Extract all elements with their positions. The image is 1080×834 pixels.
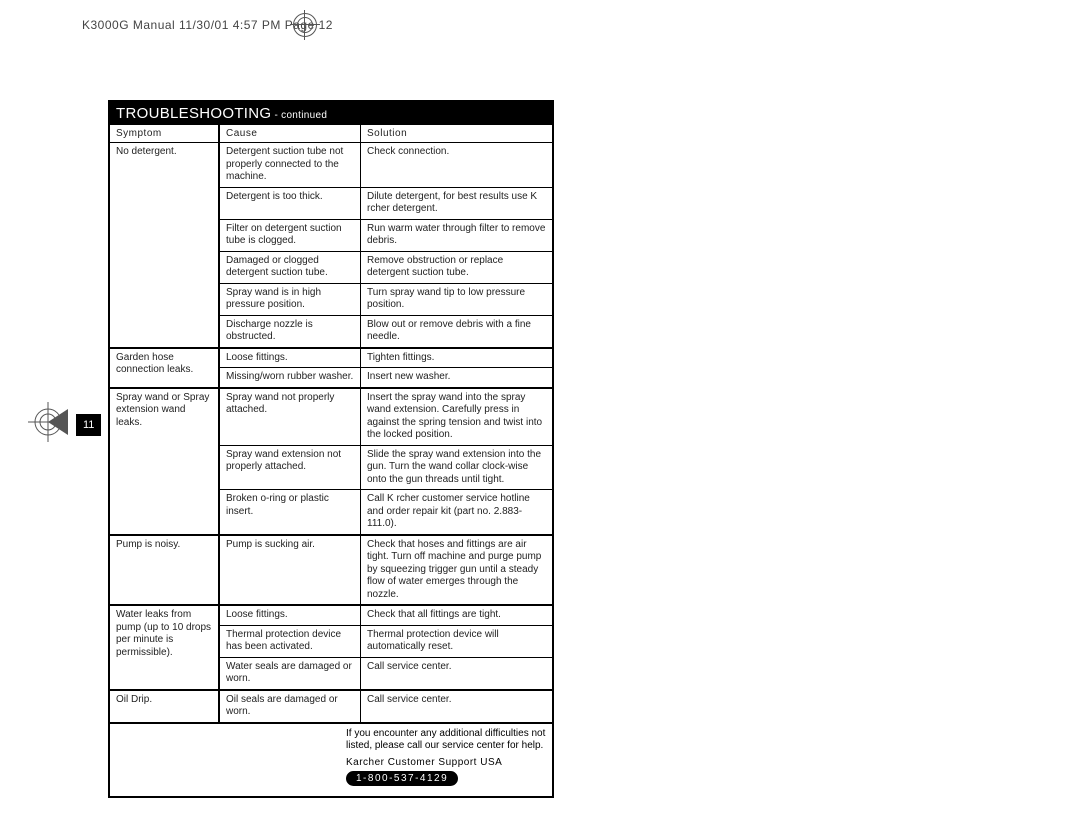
page-number: 11	[76, 414, 101, 436]
cause-cell: Filter on detergent suction tube is clog…	[219, 219, 361, 251]
symptom-cell: Garden hose connection leaks.	[110, 348, 219, 388]
solution-cell: Slide the spray wand extension into the …	[361, 445, 553, 490]
cause-cell: Missing/worn rubber washer.	[219, 368, 361, 388]
solution-cell: Call service center.	[361, 657, 553, 690]
content-frame: TROUBLESHOOTING - continued Symptom Caus…	[108, 100, 554, 798]
symptom-cell: Water leaks from pump (up to 10 drops pe…	[110, 605, 219, 690]
cause-cell: Broken o-ring or plastic insert.	[219, 490, 361, 535]
solution-cell: Check that hoses and fittings are air ti…	[361, 535, 553, 606]
cause-cell: Damaged or clogged detergent suction tub…	[219, 251, 361, 283]
cause-cell: Pump is sucking air.	[219, 535, 361, 606]
solution-cell: Call K rcher customer service hotline an…	[361, 490, 553, 535]
crop-mark-top	[290, 10, 320, 40]
solution-cell: Call service center.	[361, 690, 553, 722]
solution-cell: Thermal protection device will automatic…	[361, 625, 553, 657]
table-row: Water leaks from pump (up to 10 drops pe…	[110, 605, 552, 625]
support-phone: 1-800-537-4129	[346, 771, 458, 786]
col-header-cause: Cause	[219, 125, 361, 143]
crop-mark-left	[28, 402, 68, 442]
solution-cell: Insert new washer.	[361, 368, 553, 388]
footer-note: If you encounter any additional difficul…	[110, 724, 552, 755]
cause-cell: Detergent suction tube not properly conn…	[219, 143, 361, 188]
cause-cell: Water seals are damaged or worn.	[219, 657, 361, 690]
cause-cell: Spray wand extension not properly attach…	[219, 445, 361, 490]
table-row: Pump is noisy.Pump is sucking air.Check …	[110, 535, 552, 606]
col-header-solution: Solution	[361, 125, 553, 143]
col-header-symptom: Symptom	[110, 125, 219, 143]
cause-cell: Loose fittings.	[219, 605, 361, 625]
troubleshooting-table: Symptom Cause Solution No detergent.Dete…	[110, 125, 552, 722]
title-suffix: - continued	[271, 110, 327, 121]
table-row: Oil Drip.Oil seals are damaged or worn.C…	[110, 690, 552, 722]
symptom-cell: Pump is noisy.	[110, 535, 219, 606]
solution-cell: Insert the spray wand into the spray wan…	[361, 388, 553, 446]
table-row: No detergent.Detergent suction tube not …	[110, 143, 552, 188]
cause-cell: Spray wand is in high pressure position.	[219, 283, 361, 315]
section-title: TROUBLESHOOTING - continued	[110, 102, 552, 125]
solution-cell: Run warm water through filter to remove …	[361, 219, 553, 251]
solution-cell: Tighten fittings.	[361, 348, 553, 368]
symptom-cell: Oil Drip.	[110, 690, 219, 722]
cause-cell: Thermal protection device has been activ…	[219, 625, 361, 657]
cause-cell: Discharge nozzle is obstructed.	[219, 315, 361, 348]
solution-cell: Dilute detergent, for best results use K…	[361, 187, 553, 219]
solution-cell: Check that all fittings are tight.	[361, 605, 553, 625]
solution-cell: Blow out or remove debris with a fine ne…	[361, 315, 553, 348]
cause-cell: Detergent is too thick.	[219, 187, 361, 219]
cause-cell: Loose fittings.	[219, 348, 361, 368]
symptom-cell: Spray wand or Spray extension wand leaks…	[110, 388, 219, 535]
title-main: TROUBLESHOOTING	[116, 105, 271, 122]
table-row: Spray wand or Spray extension wand leaks…	[110, 388, 552, 446]
symptom-cell: No detergent.	[110, 143, 219, 348]
support-label: Karcher Customer Support USA	[110, 755, 552, 768]
solution-cell: Remove obstruction or replace detergent …	[361, 251, 553, 283]
cause-cell: Oil seals are damaged or worn.	[219, 690, 361, 722]
solution-cell: Turn spray wand tip to low pressure posi…	[361, 283, 553, 315]
table-row: Garden hose connection leaks.Loose fitti…	[110, 348, 552, 368]
solution-cell: Check connection.	[361, 143, 553, 188]
cause-cell: Spray wand not properly attached.	[219, 388, 361, 446]
